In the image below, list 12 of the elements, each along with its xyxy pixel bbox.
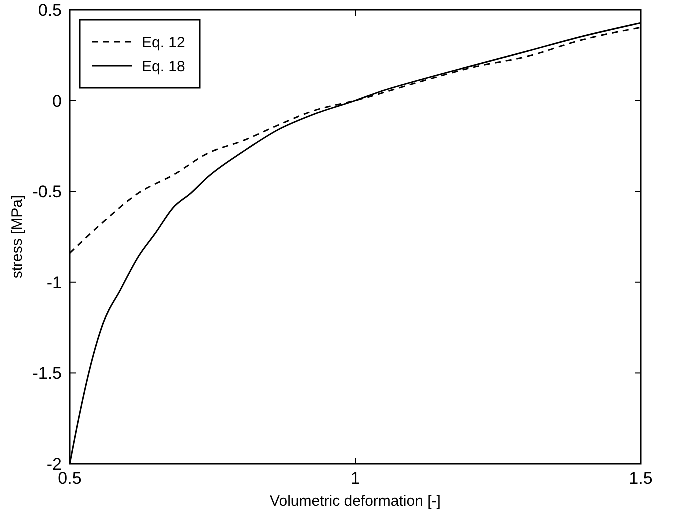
y-tick-label: 0.5 <box>38 0 62 20</box>
y-tick-label: 0 <box>52 92 62 111</box>
x-tick-label: 1.5 <box>629 469 653 488</box>
x-tick-label: 1 <box>350 469 360 488</box>
y-tick-label: -1.5 <box>32 364 62 384</box>
x-tick-label: 0.5 <box>58 469 82 488</box>
legend-label: Eq. 12 <box>142 34 186 52</box>
y-axis-title: stress [MPa] <box>9 195 26 279</box>
y-tick-label: -0.5 <box>32 182 62 202</box>
x-axis-title: Volumetric deformation [-] <box>270 493 441 510</box>
y-tick-label: -1 <box>46 273 62 292</box>
legend-label: Eq. 18 <box>142 58 186 76</box>
